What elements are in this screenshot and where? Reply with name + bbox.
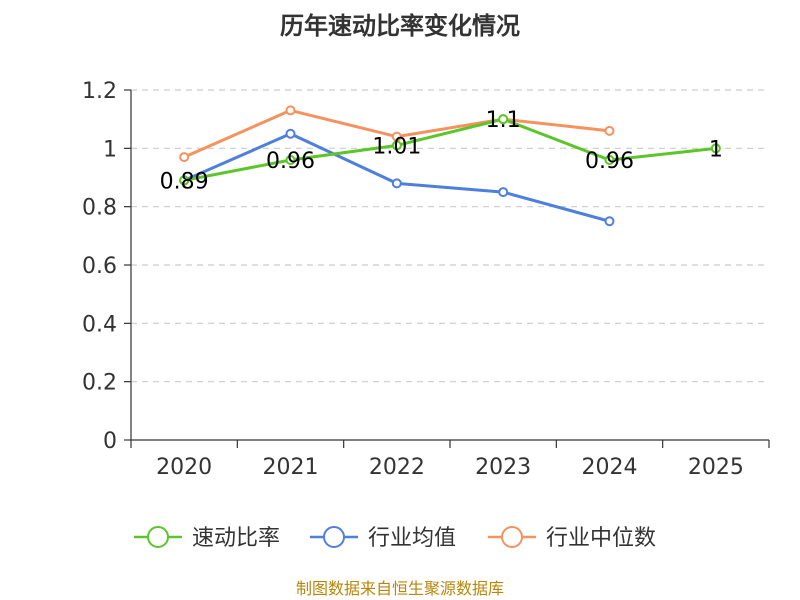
source-note: 制图数据来自恒生聚源数据库 [296,579,504,598]
y-tick-label: 0.8 [82,196,117,221]
y-tick-label: 0.4 [82,312,117,337]
chart-title: 历年速动比率变化情况 [280,12,520,40]
x-tick-label: 2024 [582,455,638,480]
y-tick-label: 1.2 [82,79,117,104]
data-label: 0.96 [585,149,634,174]
series-1 [179,114,721,186]
legend-label: 行业均值 [368,526,456,551]
data-point [710,143,721,154]
data-point [604,155,615,165]
data-point [179,175,190,186]
axis-layer: 0 0.2 0.4 0.6 0.8 1 1.2 2020 2021 2022 2023 2024 202… [82,79,770,480]
data-point [498,187,509,198]
data-point [179,152,190,163]
y-tick-label: 0.2 [82,371,117,396]
y-tick-label: 0 [103,429,117,454]
legend-marker [147,526,169,548]
legend-item-1: 速动比率 [134,526,280,551]
legend-item-3: 行业中位数 [488,526,656,551]
data-point [285,105,296,116]
series-line [183,117,716,182]
data-point [604,125,615,136]
grid-layer [131,89,769,383]
data-label: 1 [709,137,723,162]
x-tick-label: 2023 [475,455,531,480]
legend: 速动比率 行业均值 行业中位数 [134,526,656,551]
legend-label: 速动比率 [192,526,280,551]
data-point [285,155,296,165]
data-point [498,114,509,125]
data-label: 0.96 [266,149,315,174]
data-label: 0.89 [160,169,209,194]
x-tick-label: 2020 [156,455,212,480]
legend-marker [323,526,345,548]
legend-marker [501,526,523,548]
data-point [285,128,296,139]
y-tick-label: 1 [103,137,117,162]
data-label: 1.01 [372,134,421,159]
series-layer [179,105,721,227]
legend-item-2: 行业均值 [310,526,456,551]
data-point [391,178,402,189]
data-point [391,140,402,151]
data-label: 1.1 [486,108,521,133]
label-layer: 0.89 0.96 1.01 1.1 0.96 1 [160,108,723,194]
x-tick-label: 2021 [263,455,319,480]
x-tick-label: 2022 [369,455,425,480]
data-point [604,216,615,227]
legend-label: 行业中位数 [546,526,656,551]
x-tick-label: 2025 [688,455,744,480]
y-tick-label: 0.6 [82,254,117,279]
